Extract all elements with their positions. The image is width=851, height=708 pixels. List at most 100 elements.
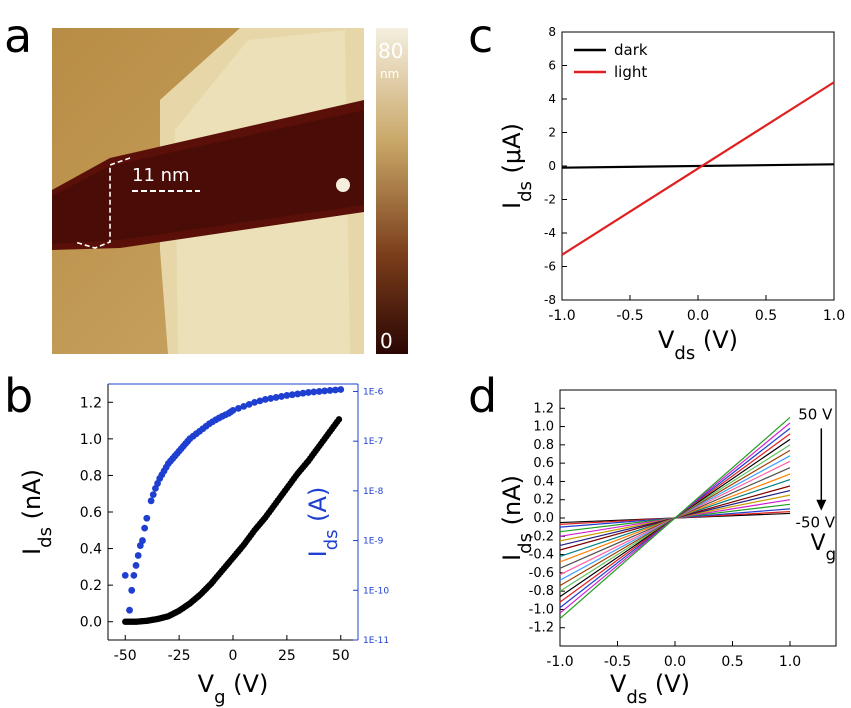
c-xtick-label: 0.0 xyxy=(687,308,709,324)
b-point-right xyxy=(283,392,291,399)
d-xtick-label: 0.0 xyxy=(664,654,686,670)
b-y2tick-label: 1E-11 xyxy=(363,636,389,646)
b-point-right xyxy=(261,396,269,403)
panel-letter-b: b xyxy=(4,369,33,423)
b-point-right xyxy=(321,387,328,395)
d-annotation-bottom: -50 V xyxy=(796,514,836,532)
b-y2tick-label: 1E-6 xyxy=(363,387,384,397)
d-ytick-label: -0.6 xyxy=(529,566,554,581)
b-point-right xyxy=(130,571,138,579)
b-point-right xyxy=(326,387,334,394)
b-point-right xyxy=(315,388,323,395)
b-ytick-label: 0.2 xyxy=(80,578,102,594)
b-point-right xyxy=(245,400,253,408)
d-xtick-label: -1.0 xyxy=(546,654,573,670)
c-xtick-label: -1.0 xyxy=(548,308,575,324)
b-y2tick-label: 1E-7 xyxy=(363,437,383,447)
d-ytick-label: 0.4 xyxy=(533,474,554,489)
c-ytick-label: -4 xyxy=(544,226,556,240)
b-point-right xyxy=(294,390,302,398)
b-xtick-label: -25 xyxy=(168,648,191,664)
b-ytick-label: 1.0 xyxy=(80,432,102,448)
b-point-right xyxy=(299,389,307,397)
d-ytick-label: -0.8 xyxy=(529,584,554,599)
d-ytick-label: 1.0 xyxy=(533,420,554,435)
b-y2label: Ids (A) xyxy=(304,487,342,558)
c-ytick-label: 4 xyxy=(548,92,556,106)
b-ytick-label: 0.8 xyxy=(80,468,102,484)
colorbar-top-label: 80 xyxy=(378,39,403,63)
chart-d: -1.2 -1.0 -0.8 -0.6 -0.4 -0.2 0.0 0.2 0.4 0.6 0.8 1… xyxy=(498,389,837,708)
c-ylabel: Ids (μA) xyxy=(498,123,536,209)
b-point-right xyxy=(288,391,296,399)
b-ytick-label: 0.0 xyxy=(80,615,102,631)
colorbar-unit-label: nm xyxy=(380,67,399,81)
d-ytick-label: -1.2 xyxy=(529,621,554,636)
b-ytick-label: 1.2 xyxy=(80,395,102,411)
c-xtick-label: -0.5 xyxy=(616,308,643,324)
d-ytick-label: -1.0 xyxy=(529,602,554,617)
d-ytick-label: 0.8 xyxy=(533,438,554,453)
panel-letter-d: d xyxy=(468,369,497,423)
d-xtick-label: 1.0 xyxy=(779,654,801,670)
c-series-light xyxy=(561,81,835,256)
d-xlabel: Vds (V) xyxy=(610,670,690,708)
b-point-right xyxy=(121,571,129,579)
b-point-right xyxy=(251,398,258,406)
b-xtick-label: 50 xyxy=(332,648,350,664)
afm-image: 11 nm xyxy=(52,28,364,354)
d-ytick-label: 0.2 xyxy=(533,493,554,508)
afm-flake-outline xyxy=(74,157,131,249)
b-point-right xyxy=(139,537,146,544)
b-ytick-label: 0.4 xyxy=(80,542,102,558)
colorbar-gradient xyxy=(376,28,408,354)
b-point-right xyxy=(132,562,140,569)
b-point-right xyxy=(229,406,237,414)
b-y2tick-label: 1E-10 xyxy=(363,586,389,596)
afm-particle xyxy=(336,178,350,192)
c-ytick-label: -8 xyxy=(544,293,556,307)
chart-c: -8 -6 -4 -2 0 2 4 6 8 -1.0 -0.5 0.0 0.5 1.0 dark light I… xyxy=(498,25,845,364)
b-xtick-label: 0 xyxy=(229,648,238,664)
c-ytick-label: 6 xyxy=(548,59,556,73)
c-ytick-label: 8 xyxy=(548,25,556,39)
panel-letter-a: a xyxy=(4,9,32,63)
d-ytick-label: 0.0 xyxy=(533,511,554,526)
d-ytick-label: 1.2 xyxy=(533,401,554,416)
c-series-dark xyxy=(561,163,835,169)
b-point-right xyxy=(134,552,142,559)
colorbar-bottom-label: 0 xyxy=(380,329,393,353)
d-ytick-label: -0.4 xyxy=(529,548,554,563)
afm-scale-label: 11 nm xyxy=(132,165,190,186)
b-point-right xyxy=(141,524,149,532)
c-legend-label-dark: dark xyxy=(614,41,648,59)
b-point-right xyxy=(256,397,264,405)
b-point-right xyxy=(147,497,155,505)
b-xtick-label: -50 xyxy=(114,648,137,664)
c-xlabel: Vds (V) xyxy=(658,326,738,364)
d-arrow-head xyxy=(816,499,827,511)
panel-letter-c: c xyxy=(468,9,493,63)
d-series-line xyxy=(559,416,791,620)
b-point-left xyxy=(335,416,343,423)
d-ylabel: Ids (nA) xyxy=(498,475,536,561)
b-y2tick-label: 1E-9 xyxy=(363,537,384,547)
b-point-right xyxy=(240,402,248,410)
afm-flake-core xyxy=(52,110,364,244)
b-point-right xyxy=(126,606,133,614)
b-point-right xyxy=(310,388,318,396)
b-xlabel: Vg (V) xyxy=(198,670,269,708)
b-point-right xyxy=(143,514,151,522)
b-point-right xyxy=(234,404,242,412)
panel-a: a 11 nm 80 nm 0 xyxy=(4,9,408,354)
c-xtick-label: 0.5 xyxy=(755,308,777,324)
c-ytick-label: 2 xyxy=(548,126,556,140)
b-xtick-label: 25 xyxy=(278,648,296,664)
d-xtick-label: 0.5 xyxy=(721,654,743,670)
b-point-right xyxy=(272,394,280,401)
b-point-right xyxy=(278,393,285,400)
b-point-right xyxy=(337,386,345,393)
colorbar: 80 nm 0 xyxy=(376,28,408,354)
